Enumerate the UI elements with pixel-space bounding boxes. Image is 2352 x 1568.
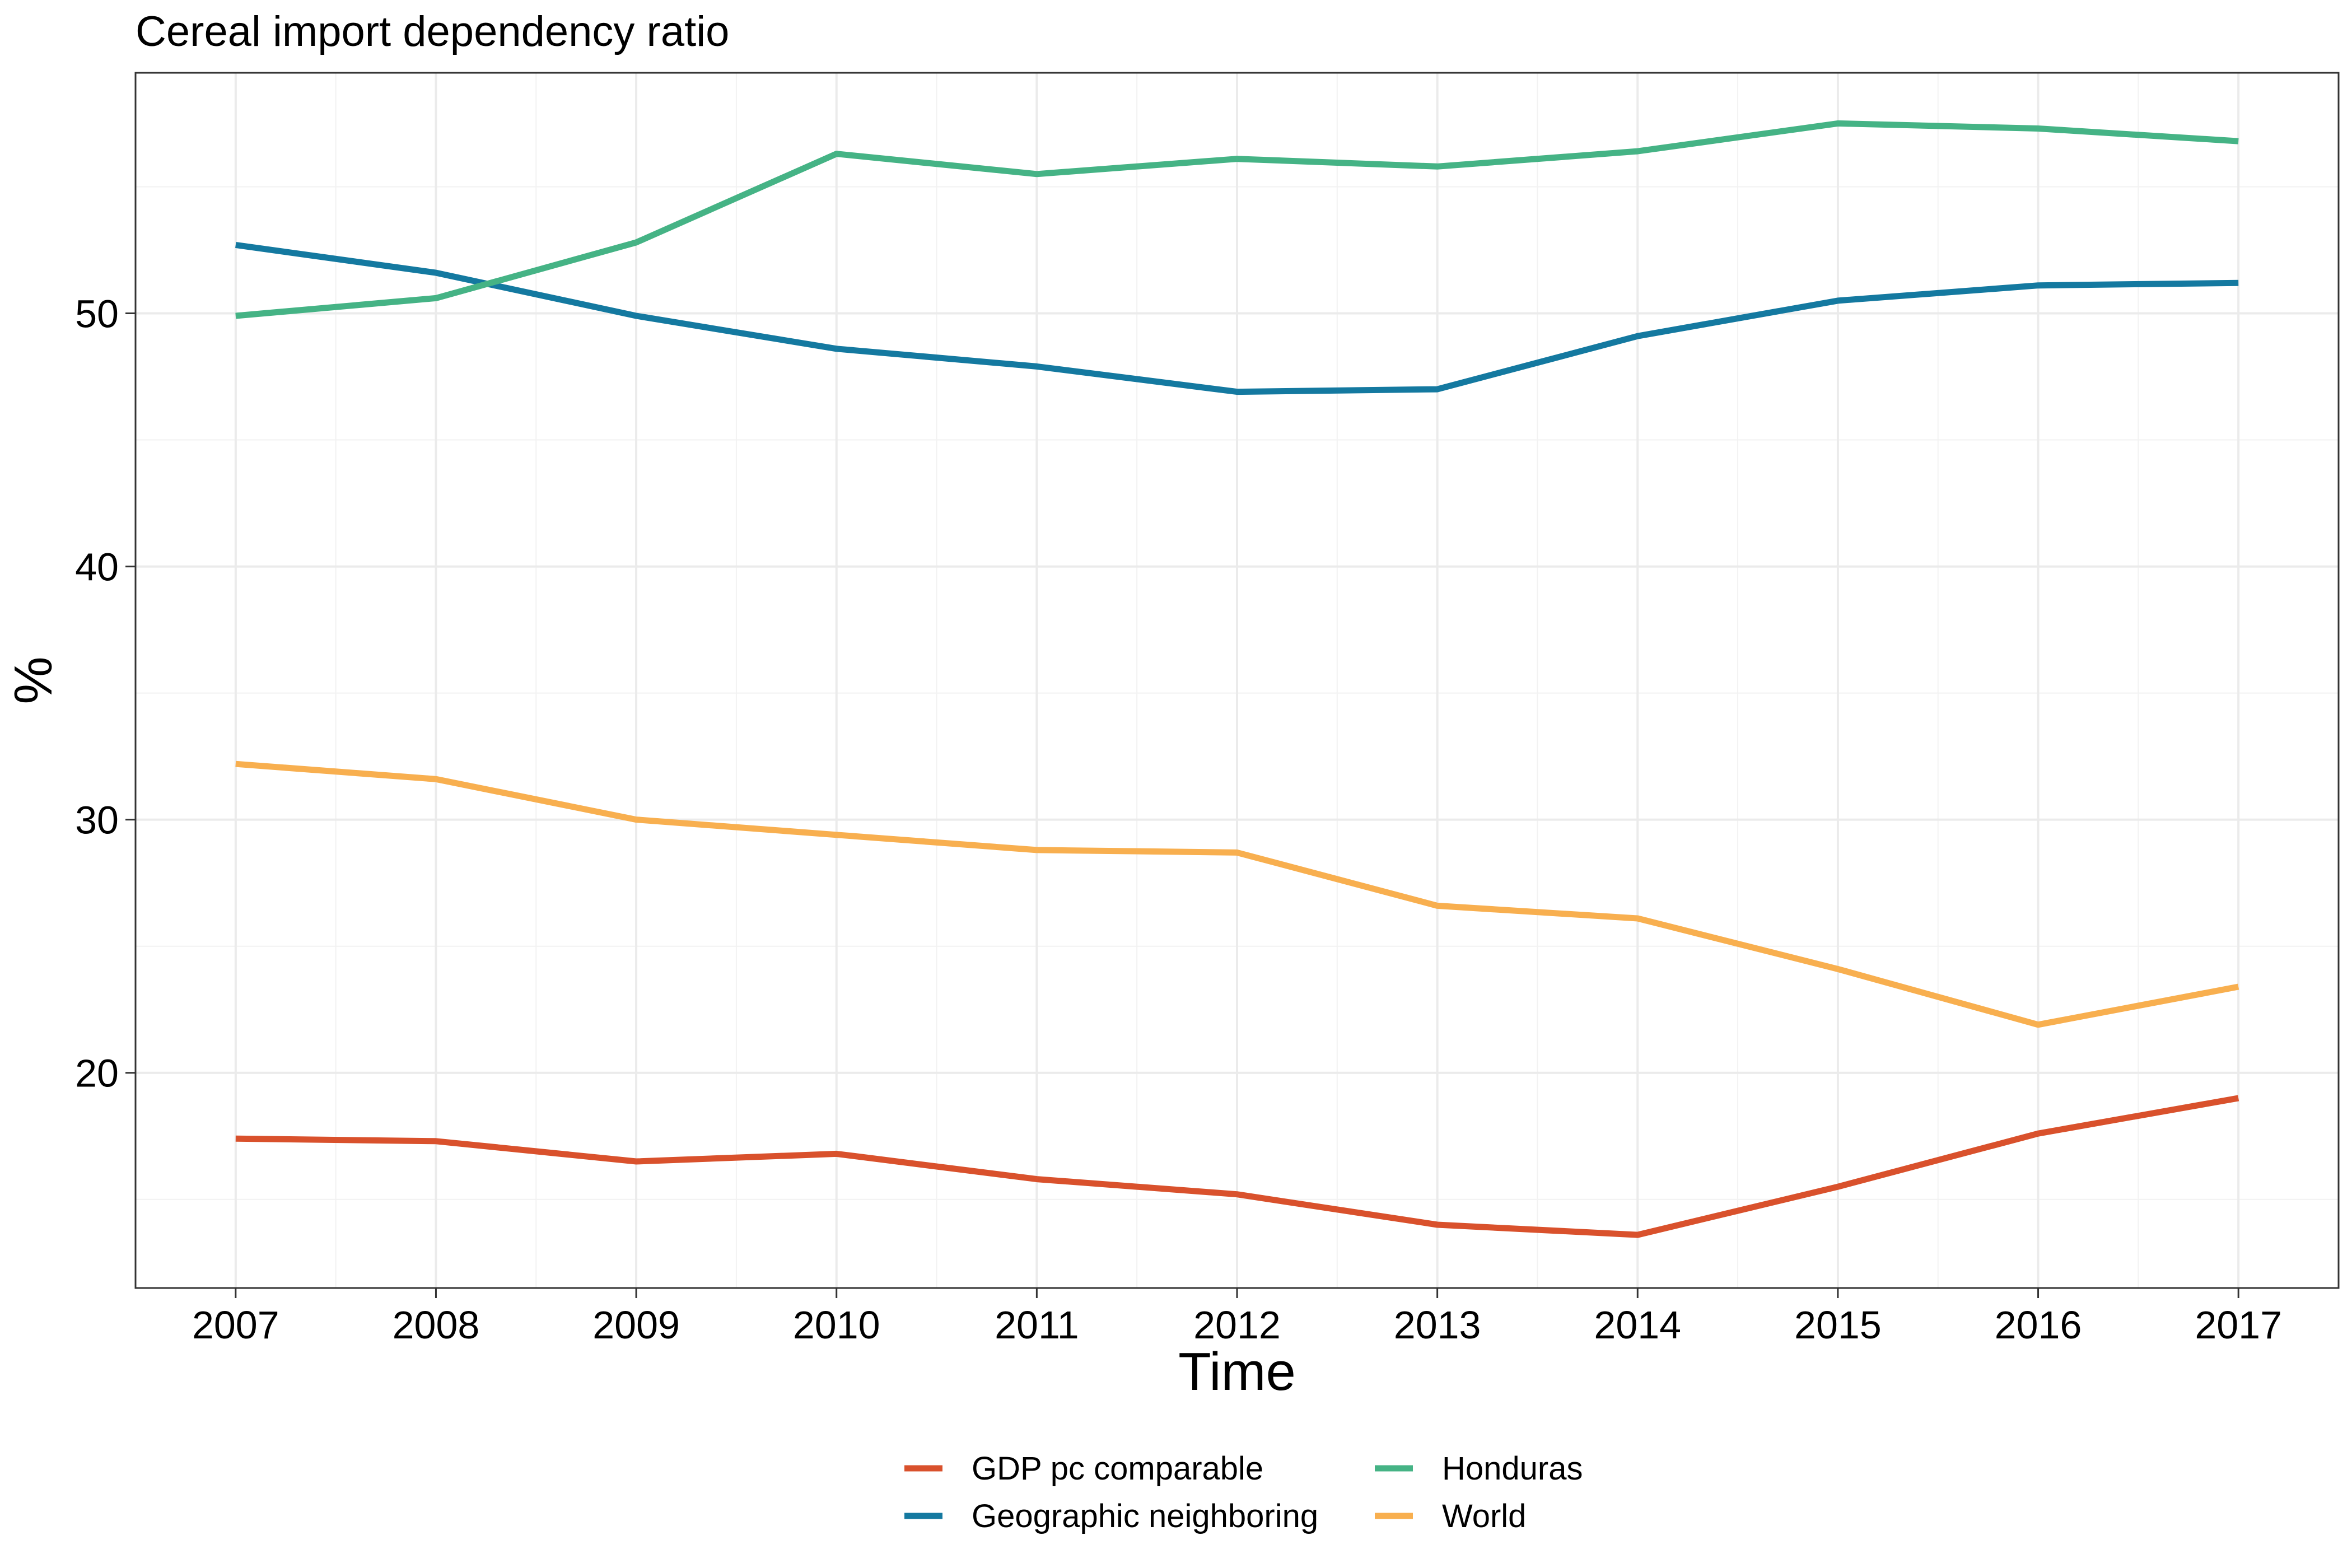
y-tick-label: 20: [75, 1052, 119, 1095]
x-axis-title: Time: [1178, 1342, 1296, 1402]
x-axis: 2007 2008 2009 2010 2011 2012 2013 2014 2015 2016…: [192, 1288, 2282, 1347]
x-tick-label: 2013: [1394, 1303, 1481, 1347]
x-tick-label: 2009: [592, 1303, 680, 1347]
legend-item-geographic-neighboring: Geographic neighboring: [904, 1498, 1318, 1534]
x-tick-label: 2008: [393, 1303, 480, 1347]
x-tick-label: 2015: [1794, 1303, 1882, 1347]
y-axis: 20 30 40 50: [75, 292, 136, 1095]
x-tick-label: 2007: [192, 1303, 279, 1347]
x-tick-label: 2014: [1594, 1303, 1681, 1347]
legend-item-world: World: [1375, 1498, 1526, 1534]
x-tick-label: 2017: [2195, 1303, 2282, 1347]
series-line-world: [235, 760, 2239, 1028]
legend-label-world: World: [1442, 1498, 1526, 1534]
series-line-honduras: [235, 120, 2239, 319]
major-gridlines: [136, 73, 2339, 1288]
series-line-geographic-neighboring: [235, 241, 2239, 395]
x-tick-label: 2012: [1193, 1303, 1281, 1347]
y-tick-label: 40: [75, 545, 119, 589]
chart-title: Cereal import dependency ratio: [136, 8, 729, 55]
legend-label-geographic-neighboring: Geographic neighboring: [972, 1498, 1318, 1534]
series-lines: [235, 120, 2239, 1238]
x-tick-label: 2016: [1995, 1303, 2082, 1347]
x-tick-label: 2011: [995, 1303, 1079, 1347]
y-tick-label: 30: [75, 799, 119, 842]
legend: GDP pc comparable Geographic neighboring H…: [904, 1450, 1583, 1534]
legend-label-gdp-pc-comparable: GDP pc comparable: [972, 1450, 1263, 1487]
legend-label-honduras: Honduras: [1442, 1450, 1583, 1487]
y-tick-label: 50: [75, 292, 119, 335]
x-tick-label: 2010: [793, 1303, 880, 1347]
series-line-gdp-pc-comparable: [235, 1095, 2239, 1238]
legend-item-gdp-pc-comparable: GDP pc comparable: [904, 1450, 1263, 1487]
legend-item-honduras: Honduras: [1375, 1450, 1583, 1487]
y-axis-title: %: [3, 656, 63, 704]
